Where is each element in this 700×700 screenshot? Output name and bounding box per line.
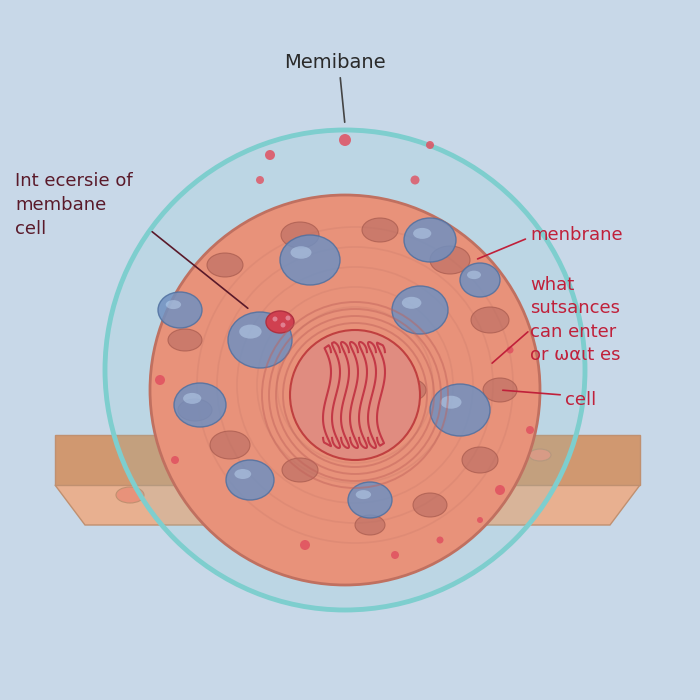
Ellipse shape	[325, 415, 355, 435]
Ellipse shape	[442, 438, 458, 447]
Text: Int ecersie of
membane
cell: Int ecersie of membane cell	[15, 172, 132, 237]
Ellipse shape	[234, 469, 251, 479]
Circle shape	[176, 446, 184, 454]
Ellipse shape	[174, 383, 226, 427]
Text: Memibane: Memibane	[284, 52, 386, 71]
Ellipse shape	[266, 311, 294, 333]
Ellipse shape	[311, 455, 329, 465]
Ellipse shape	[362, 218, 398, 242]
Circle shape	[515, 395, 524, 405]
Text: menbrane: menbrane	[530, 226, 622, 244]
Circle shape	[391, 551, 399, 559]
Circle shape	[150, 195, 540, 585]
Circle shape	[155, 375, 165, 385]
Ellipse shape	[430, 246, 470, 274]
Ellipse shape	[210, 431, 250, 459]
Circle shape	[160, 326, 169, 335]
Ellipse shape	[404, 218, 456, 262]
Text: cell: cell	[565, 391, 596, 409]
Ellipse shape	[440, 395, 461, 409]
Ellipse shape	[471, 307, 509, 333]
Circle shape	[456, 526, 464, 534]
Ellipse shape	[183, 393, 202, 404]
Ellipse shape	[356, 490, 371, 499]
Polygon shape	[55, 435, 640, 485]
Ellipse shape	[166, 300, 181, 309]
Ellipse shape	[402, 297, 421, 309]
Ellipse shape	[430, 384, 490, 436]
Circle shape	[477, 517, 483, 523]
Ellipse shape	[460, 263, 500, 297]
Ellipse shape	[239, 325, 262, 339]
Circle shape	[526, 426, 534, 434]
Ellipse shape	[194, 442, 206, 449]
Circle shape	[256, 176, 264, 184]
Ellipse shape	[158, 292, 202, 328]
Circle shape	[105, 130, 585, 610]
Ellipse shape	[529, 449, 551, 461]
Circle shape	[410, 176, 419, 185]
Circle shape	[272, 316, 277, 321]
Ellipse shape	[207, 253, 243, 277]
Circle shape	[305, 538, 314, 547]
Circle shape	[281, 323, 286, 328]
Ellipse shape	[348, 482, 392, 518]
Circle shape	[501, 296, 509, 304]
Ellipse shape	[355, 515, 385, 535]
Ellipse shape	[483, 378, 517, 402]
Circle shape	[265, 150, 275, 160]
Polygon shape	[55, 485, 640, 525]
Ellipse shape	[281, 222, 319, 248]
Ellipse shape	[290, 246, 312, 259]
Ellipse shape	[228, 312, 292, 368]
Ellipse shape	[282, 458, 318, 482]
Circle shape	[495, 485, 505, 495]
Text: what
sutsances
can enter
or ωαιt es: what sutsances can enter or ωαιt es	[530, 276, 620, 365]
Ellipse shape	[394, 379, 426, 401]
Circle shape	[507, 346, 514, 354]
Circle shape	[426, 141, 434, 149]
Ellipse shape	[229, 224, 321, 336]
Ellipse shape	[462, 447, 498, 473]
Ellipse shape	[467, 271, 481, 279]
Ellipse shape	[413, 228, 431, 239]
Ellipse shape	[168, 329, 202, 351]
Circle shape	[300, 540, 310, 550]
Ellipse shape	[116, 487, 144, 503]
Ellipse shape	[413, 493, 447, 517]
Circle shape	[339, 134, 351, 146]
Ellipse shape	[280, 235, 340, 285]
Ellipse shape	[226, 460, 274, 500]
Ellipse shape	[178, 399, 212, 421]
Ellipse shape	[392, 286, 448, 334]
Circle shape	[290, 330, 420, 460]
Circle shape	[171, 456, 179, 464]
Circle shape	[437, 536, 444, 543]
Circle shape	[286, 316, 290, 321]
